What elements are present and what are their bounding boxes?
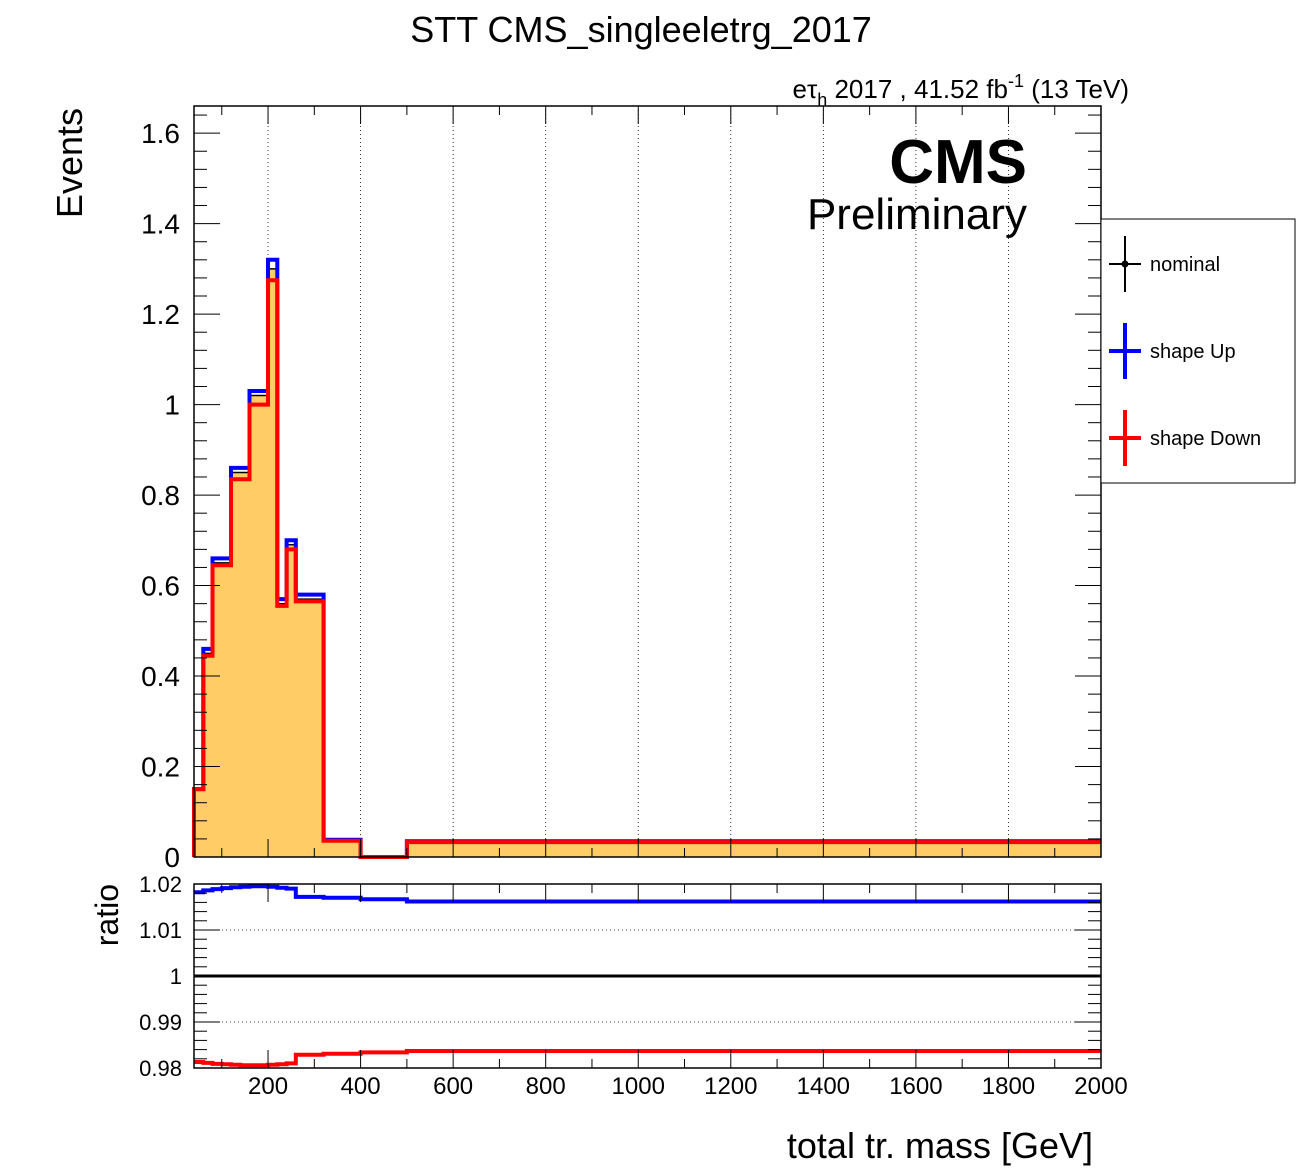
x-tick-label: 1000 [612,1073,665,1100]
upper-y-tick-label: 0.8 [141,480,180,511]
legend-entry-shape-down: shape Down [1109,410,1261,466]
x-tick-label: 2000 [1074,1073,1127,1100]
lower-y-tick-label: 1.02 [139,872,182,897]
upper-y-tick-label: 0 [164,842,180,873]
x-tick-label: 1800 [982,1073,1035,1100]
nominal-fill [194,268,1101,857]
lower-y-tick-labels: 0.98 0.99 1 1.01 1.02 [139,872,182,1081]
x-tick-label: 1400 [797,1073,850,1100]
legend-label-shape-up: shape Up [1150,341,1236,363]
upper-y-tick-label: 0.4 [141,661,180,692]
upper-y-tick-label: 1 [164,390,180,421]
x-tick-label: 400 [341,1073,381,1100]
lumi-channel: eτ [793,74,818,104]
lower-ticks [194,883,1101,1069]
lumi-year: 2017 , 41.52 fb [827,74,1008,104]
upper-y-tick-label: 1.2 [141,299,180,330]
cms-sublabel: Preliminary [807,190,1027,239]
upper-ticks [194,106,1101,858]
x-tick-label: 600 [433,1073,473,1100]
upper-y-tick-label: 1.4 [141,209,180,240]
upper-y-tick-label: 0.6 [141,571,180,602]
legend-label-shape-down: shape Down [1150,428,1261,450]
lumi-channel-sub: h [817,90,827,110]
x-tick-label: 800 [526,1073,566,1100]
lumi-exponent: -1 [1008,71,1024,91]
legend-marker-nominal-dot [1121,260,1129,268]
legend-entry-nominal: nominal [1109,236,1220,292]
legend-entry-shape-up: shape Up [1109,323,1236,379]
legend: nominal shape Up shape Down [1100,218,1296,484]
lumi-energy: (13 TeV) [1024,74,1129,104]
upper-y-tick-labels: 0 0.2 0.4 0.6 0.8 1 1.2 1.4 1.6 [141,118,180,873]
cms-label: CMS [889,128,1027,197]
x-tick-label: 1600 [889,1073,942,1100]
lumi-label: eτh 2017 , 41.52 fb-1 (13 TeV) [793,71,1130,110]
x-tick-label: 200 [248,1073,288,1100]
chart-title: STT CMS_singleeletrg_2017 [410,9,872,50]
lower-y-tick-label: 1 [170,964,182,989]
upper-series [192,257,1101,859]
lower-grid [194,929,1101,1023]
ratio-axis-label: ratio [89,884,125,946]
legend-label-nominal: nominal [1150,254,1220,276]
lower-y-tick-label: 0.98 [139,1056,182,1081]
upper-y-tick-label: 1.6 [141,118,180,149]
series-shape-down [192,278,1101,859]
upper-y-tick-label: 0.2 [141,752,180,783]
lower-y-tick-label: 0.99 [139,1010,182,1035]
nominal-histogram-fill [194,268,1101,857]
lower-y-tick-label: 1.01 [139,918,182,943]
x-axis-label: total tr. mass [GeV] [787,1125,1093,1166]
x-tick-labels: 200 400 600 800 1000 1200 1400 1600 1800 2000 [248,1073,1128,1100]
y-axis-label: Events [49,108,90,218]
x-tick-label: 1200 [704,1073,757,1100]
